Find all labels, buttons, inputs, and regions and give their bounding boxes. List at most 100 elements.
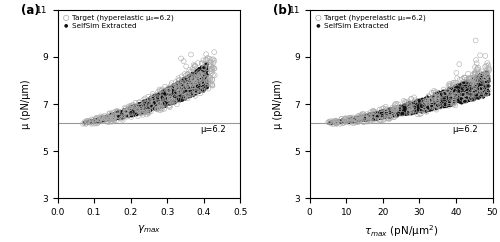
Point	[186, 84, 194, 88]
Point	[354, 116, 362, 120]
Point	[400, 108, 408, 112]
Point	[100, 116, 108, 120]
Point	[447, 95, 455, 98]
Point	[201, 62, 209, 66]
Point	[468, 98, 476, 101]
Point	[416, 99, 424, 103]
Point	[361, 116, 369, 120]
Point	[129, 109, 137, 113]
Point	[188, 90, 196, 94]
Point	[184, 83, 192, 86]
Point	[195, 75, 203, 78]
Point	[175, 86, 183, 90]
Point	[182, 96, 190, 99]
Point	[164, 92, 172, 96]
Point	[430, 92, 438, 96]
Point	[454, 86, 462, 90]
Point	[384, 113, 392, 117]
Point	[164, 90, 172, 94]
Point	[184, 95, 192, 99]
Point	[452, 81, 460, 85]
Point	[98, 117, 106, 121]
Point	[432, 93, 440, 97]
Point	[424, 98, 432, 102]
Point	[92, 117, 100, 121]
Point	[448, 96, 456, 100]
Point	[133, 107, 141, 111]
Point	[386, 108, 394, 112]
Point	[176, 84, 184, 88]
Point	[129, 111, 137, 114]
Point	[96, 118, 104, 121]
Point	[152, 100, 160, 104]
Point	[156, 92, 164, 96]
Point	[200, 74, 207, 77]
Point	[194, 83, 202, 87]
Point	[450, 96, 458, 99]
Point	[112, 109, 120, 113]
Point	[482, 91, 490, 94]
Point	[128, 112, 136, 115]
Point	[158, 97, 166, 100]
Point	[414, 107, 422, 111]
Point	[151, 95, 159, 99]
Point	[173, 83, 181, 87]
Point	[475, 96, 483, 100]
Point	[372, 114, 380, 118]
Point	[168, 100, 176, 104]
Point	[476, 72, 484, 76]
Point	[380, 110, 388, 114]
Point	[150, 99, 158, 103]
Point	[146, 105, 154, 109]
Point	[482, 69, 490, 73]
Point	[462, 84, 470, 88]
Point	[350, 118, 358, 121]
Point	[178, 85, 186, 89]
Point	[326, 120, 334, 123]
Point	[175, 78, 183, 82]
Point	[92, 119, 100, 123]
Point	[126, 111, 134, 115]
Point	[160, 96, 168, 100]
Point	[351, 119, 359, 122]
Point	[140, 99, 148, 103]
Point	[108, 118, 116, 121]
Point	[196, 73, 204, 77]
Point	[462, 82, 469, 85]
Point	[186, 78, 194, 82]
Point	[160, 104, 168, 107]
Point	[366, 114, 374, 118]
Point	[337, 119, 345, 123]
Point	[177, 80, 185, 84]
Point	[178, 83, 186, 87]
Point	[154, 97, 162, 101]
Point	[480, 93, 488, 97]
Point	[404, 112, 412, 116]
Point	[161, 94, 169, 98]
Point	[392, 112, 400, 116]
Point	[406, 110, 414, 114]
Point	[164, 97, 172, 101]
Point	[422, 97, 430, 101]
Point	[181, 77, 189, 81]
Point	[204, 80, 212, 84]
Point	[99, 119, 107, 123]
Point	[182, 90, 190, 94]
Point	[116, 109, 124, 113]
Point	[179, 93, 187, 97]
Point	[129, 113, 137, 117]
Point	[186, 81, 194, 84]
Point	[176, 88, 184, 92]
Point	[186, 88, 194, 91]
Point	[190, 83, 198, 87]
Point	[402, 106, 410, 109]
Point	[140, 109, 148, 113]
Point	[438, 97, 446, 101]
Point	[332, 119, 340, 123]
Point	[364, 119, 372, 122]
Point	[136, 111, 144, 114]
Point	[96, 114, 104, 118]
Point	[148, 98, 156, 101]
Point	[470, 81, 478, 85]
Point	[114, 110, 122, 114]
